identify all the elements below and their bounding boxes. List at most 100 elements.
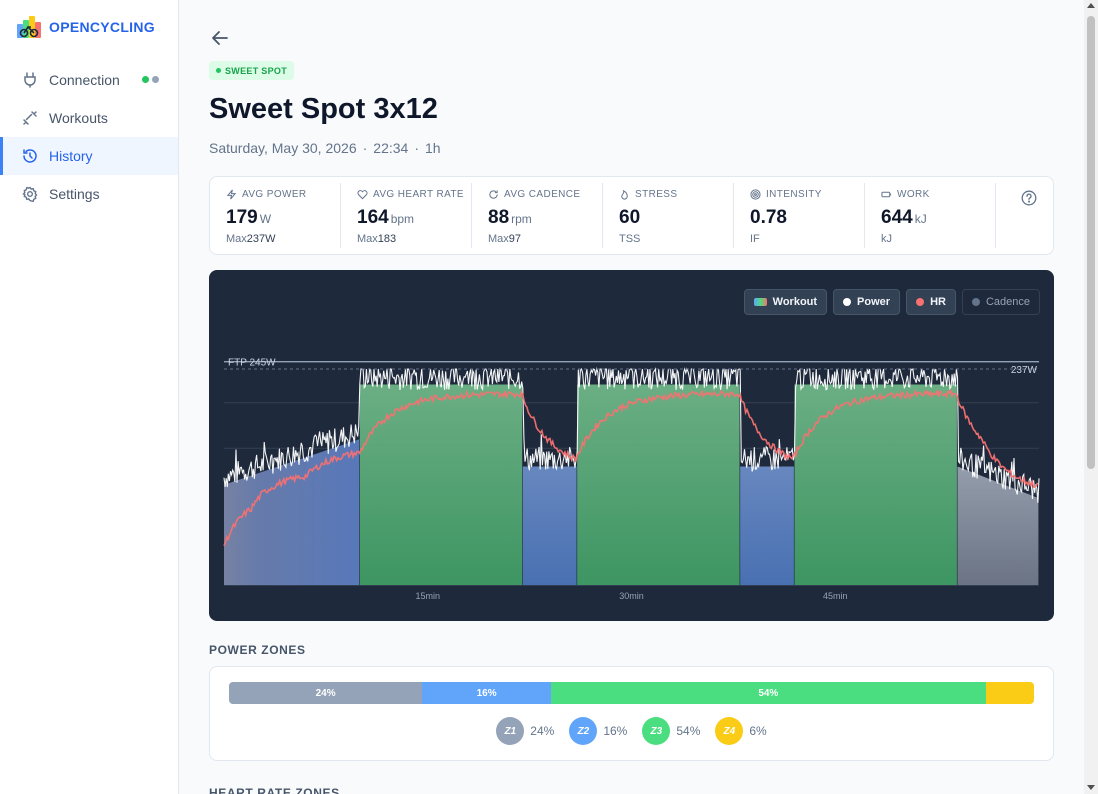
- stat-value: 60: [619, 207, 641, 228]
- zone-segment-label: 24%: [315, 687, 336, 699]
- power-zones-card: 24% 16% 54% Z1 24% Z2 16% Z3 54% Z4 6%: [209, 666, 1054, 761]
- power-dot-icon: [843, 298, 852, 306]
- stat-avg-cadence: AVG CADENCE 88 rpm Max97: [472, 183, 603, 248]
- stat-avg-power: AVG POWER 179 W Max237W: [210, 183, 341, 248]
- workout-block-sweetspot: [359, 384, 523, 585]
- scroll-down-arrow-icon[interactable]: [1087, 785, 1095, 790]
- power-zones-legend: Z1 24% Z2 16% Z3 54% Z4 6%: [210, 717, 1053, 745]
- workout-swatch-icon: [753, 298, 767, 306]
- stat-work: WORK 644 kJ kJ: [865, 183, 996, 248]
- status-dot-idle: [152, 76, 159, 83]
- badge-dot: [216, 68, 221, 73]
- toggle-label: Workout: [772, 296, 818, 308]
- page-scrollbar[interactable]: [1084, 0, 1098, 794]
- zone-legend-z2: Z2 16%: [569, 717, 627, 745]
- status-dot-connected: [142, 76, 149, 83]
- sidebar-item-connection[interactable]: Connection: [0, 61, 178, 99]
- stat-unit: kJ: [914, 212, 927, 226]
- workout-block-sweetspot: [577, 384, 741, 585]
- stat-label: INTENSITY: [766, 188, 822, 200]
- x-tick-label: 15min: [415, 591, 440, 601]
- max-power-label: 237W: [1011, 365, 1038, 376]
- toggle-label: Power: [857, 296, 891, 308]
- toggle-cadence[interactable]: Cadence: [961, 289, 1040, 315]
- scrollbar-thumb[interactable]: [1087, 16, 1095, 469]
- power-zones-title: POWER ZONES: [209, 643, 306, 657]
- stat-value: 88: [488, 207, 510, 228]
- sidebar-item-label: Connection: [49, 72, 120, 88]
- bolt-icon: [226, 189, 237, 199]
- stat-avg-heart-rate: AVG HEART RATE 164 bpm Max183: [341, 183, 472, 248]
- help-icon[interactable]: [1021, 190, 1037, 206]
- badge-label: SWEET SPOT: [225, 65, 288, 76]
- x-tick-label: 45min: [823, 591, 848, 601]
- brand[interactable]: OPENCYCLING: [0, 0, 178, 54]
- sidebar-item-workouts[interactable]: Workouts: [0, 99, 178, 137]
- toggle-workout[interactable]: Workout: [743, 289, 828, 315]
- heart-icon: [357, 189, 368, 199]
- stat-label: AVG HEART RATE: [373, 188, 464, 200]
- main-content: SWEET SPOT Sweet Spot 3x12 Saturday, May…: [179, 0, 1084, 794]
- target-icon: [750, 188, 761, 200]
- stat-label: AVG CADENCE: [504, 188, 581, 200]
- stat-value: 0.78: [750, 207, 787, 228]
- zone-percent: 24%: [530, 724, 555, 738]
- zone-chip: Z4: [715, 717, 744, 745]
- ftp-label: FTP 245W: [228, 358, 276, 369]
- stat-sub-label: Max: [357, 233, 378, 245]
- workout-date: Saturday, May 30, 2026: [209, 140, 357, 156]
- workout-block-sweetspot: [794, 384, 958, 585]
- zone-segment-z4: [985, 682, 1034, 704]
- plug-icon: [21, 71, 39, 89]
- scroll-up-arrow-icon[interactable]: [1087, 3, 1095, 8]
- workout-time: 22:34: [373, 140, 409, 156]
- stat-value: 179: [226, 207, 258, 228]
- zone-chip: Z2: [569, 717, 598, 745]
- hr-dot-icon: [916, 298, 925, 306]
- battery-icon: [881, 191, 892, 197]
- stat-value: 644: [881, 207, 913, 228]
- zone-percent: 16%: [603, 724, 628, 738]
- sidebar-item-settings[interactable]: Settings: [0, 175, 178, 213]
- workout-meta: Saturday, May 30, 2026 · 22:34 · 1h: [209, 140, 441, 156]
- stat-unit: W: [259, 212, 272, 226]
- toggle-hr[interactable]: HR: [906, 289, 956, 315]
- workout-block-recovery: [740, 466, 795, 585]
- sidebar-item-label: History: [49, 148, 93, 164]
- hr-zones-title: HEART RATE ZONES: [209, 786, 340, 794]
- stat-label: WORK: [897, 188, 930, 200]
- workout-block-cooldown: [957, 466, 1039, 585]
- stat-unit: bpm: [390, 212, 415, 226]
- stat-sub-label: Max: [488, 233, 509, 245]
- stats-card: AVG POWER 179 W Max237W AVG HEART RATE 16…: [209, 176, 1054, 255]
- gear-icon: [21, 185, 39, 203]
- workout-chart-panel: FTP 245W 237W 15min 30min 45min Workout Powe…: [209, 270, 1054, 621]
- sidebar-item-label: Settings: [49, 186, 100, 202]
- workout-block-recovery: [522, 466, 578, 585]
- sidebar-item-label: Workouts: [49, 110, 108, 126]
- zone-chip: Z1: [496, 717, 525, 745]
- zone-legend-z3: Z3 54%: [642, 717, 700, 745]
- stat-label: AVG POWER: [242, 188, 307, 200]
- zone-segment-label: 54%: [758, 687, 779, 699]
- zone-segment-z3: 54%: [550, 682, 986, 704]
- connection-status-dots: [142, 76, 159, 83]
- zone-segment-label: 16%: [476, 687, 497, 699]
- zone-segment-z2: 16%: [422, 682, 551, 704]
- stat-sub-label: kJ: [881, 233, 892, 245]
- toggle-power[interactable]: Power: [833, 289, 901, 315]
- power-line: [223, 366, 1040, 503]
- stat-sub-value: 183: [377, 233, 397, 245]
- sidebar-item-history[interactable]: History: [0, 137, 178, 175]
- stat-sub-label: Max: [226, 233, 247, 245]
- toggle-label: HR: [930, 296, 946, 308]
- zone-chip: Z3: [642, 717, 671, 745]
- stat-label: STRESS: [635, 188, 678, 200]
- chart-toggles: Workout Power HR Cadence: [743, 289, 1040, 315]
- back-arrow-icon[interactable]: [209, 27, 231, 49]
- stat-intensity: INTENSITY 0.78 IF: [734, 183, 865, 248]
- hr-line: [223, 388, 1039, 547]
- x-tick-label: 30min: [619, 591, 644, 601]
- stat-sub-label: IF: [750, 233, 760, 245]
- stat-stress: STRESS 60 TSS: [603, 183, 734, 248]
